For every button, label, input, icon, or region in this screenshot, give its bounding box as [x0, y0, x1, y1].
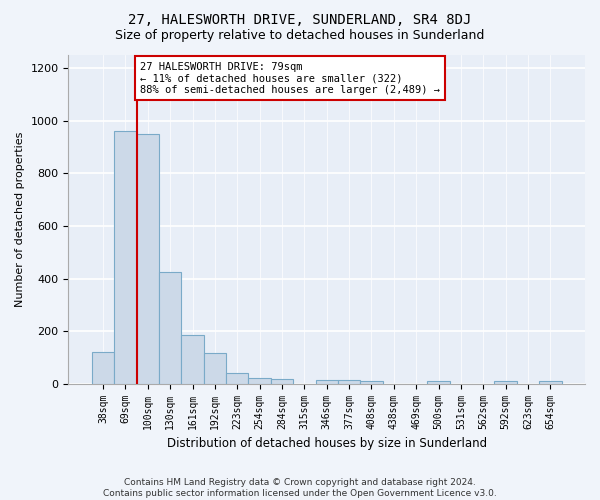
- Bar: [360, 381, 383, 384]
- Bar: [427, 381, 450, 384]
- Bar: [204, 354, 226, 384]
- Text: Contains HM Land Registry data © Crown copyright and database right 2024.
Contai: Contains HM Land Registry data © Crown c…: [103, 478, 497, 498]
- Text: 27 HALESWORTH DRIVE: 79sqm
← 11% of detached houses are smaller (322)
88% of sem: 27 HALESWORTH DRIVE: 79sqm ← 11% of deta…: [140, 62, 440, 95]
- Bar: [338, 380, 360, 384]
- Bar: [539, 381, 562, 384]
- Bar: [316, 380, 338, 384]
- Bar: [248, 378, 271, 384]
- Bar: [494, 381, 517, 384]
- Bar: [137, 134, 159, 384]
- Text: 27, HALESWORTH DRIVE, SUNDERLAND, SR4 8DJ: 27, HALESWORTH DRIVE, SUNDERLAND, SR4 8D…: [128, 12, 472, 26]
- Bar: [271, 379, 293, 384]
- Bar: [159, 272, 181, 384]
- Y-axis label: Number of detached properties: Number of detached properties: [15, 132, 25, 307]
- X-axis label: Distribution of detached houses by size in Sunderland: Distribution of detached houses by size …: [167, 437, 487, 450]
- Bar: [92, 352, 114, 384]
- Bar: [114, 132, 137, 384]
- Text: Size of property relative to detached houses in Sunderland: Size of property relative to detached ho…: [115, 29, 485, 42]
- Bar: [226, 372, 248, 384]
- Bar: [181, 335, 204, 384]
